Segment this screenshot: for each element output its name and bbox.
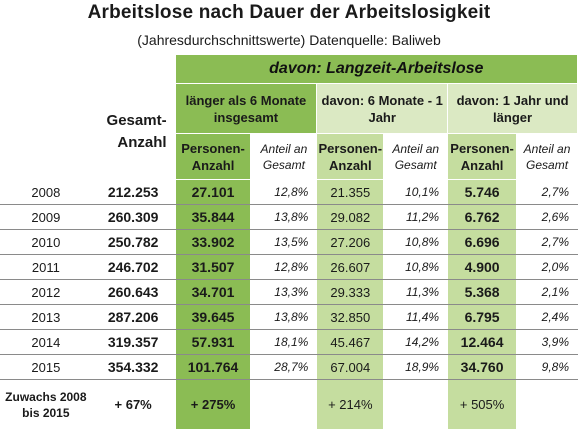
g3-count-cell: 34.760 — [447, 354, 518, 380]
zuwachs-label: Zuwachs 2008 bis 2015 — [0, 379, 92, 430]
g1-pct-cell: 28,7% — [250, 354, 318, 380]
g3-pct-cell: 2,7% — [516, 179, 578, 205]
subheader-personen-anzahl-3: Personen-Anzahl — [447, 133, 518, 180]
g2-pct-cell: 10,8% — [383, 254, 449, 280]
g1-pct-cell: 13,5% — [250, 229, 318, 255]
g1-count-cell: 34.701 — [174, 279, 252, 305]
year-cell: 2015 — [0, 354, 92, 380]
year-cell: 2012 — [0, 279, 92, 305]
zuwachs-g2: + 214% — [316, 379, 385, 430]
g3-pct-cell: 2,0% — [516, 254, 578, 280]
g3-count-cell: 6.696 — [447, 229, 518, 255]
g2-count-cell: 29.082 — [316, 204, 385, 230]
blank-cell — [383, 379, 449, 430]
gesamt-cell: 260.643 — [90, 279, 176, 305]
gesamt-cell: 354.332 — [90, 354, 176, 380]
g2-count-cell: 21.355 — [316, 179, 385, 205]
subheader-anteil-3: Anteil an Gesamt — [516, 133, 578, 180]
g1-count-cell: 101.764 — [174, 354, 252, 380]
g1-pct-cell: 13,8% — [250, 304, 318, 330]
blank-cell — [250, 379, 318, 430]
header-group-6-monate-1-jahr: davon: 6 Monate - 1 Jahr — [316, 83, 449, 134]
g2-count-cell: 67.004 — [316, 354, 385, 380]
table-subtitle: (Jahresdurchschnittswerte) Datenquelle: … — [137, 32, 441, 48]
g2-pct-cell: 18,9% — [383, 354, 449, 380]
unemployment-table: davon: Langzeit-Arbeitslose Gesamt-Anzah… — [0, 54, 578, 430]
g1-count-cell: 31.507 — [174, 254, 252, 280]
g1-pct-cell: 12,8% — [250, 254, 318, 280]
subheader-anteil-2: Anteil an Gesamt — [383, 133, 449, 180]
g3-count-cell: 5.368 — [447, 279, 518, 305]
subheader-personen-anzahl-1: Personen-Anzahl — [174, 133, 252, 180]
header-group-1-jahr-und-laenger: davon: 1 Jahr und länger — [447, 83, 578, 134]
g2-count-cell: 29.333 — [316, 279, 385, 305]
g3-count-cell: 12.464 — [447, 329, 518, 355]
blank-cell — [516, 379, 578, 430]
header-gesamt-anzahl: Gesamt-Anzahl — [90, 83, 176, 180]
g2-pct-cell: 11,4% — [383, 304, 449, 330]
gesamt-cell: 246.702 — [90, 254, 176, 280]
g1-pct-cell: 12,8% — [250, 179, 318, 205]
g2-count-cell: 45.467 — [316, 329, 385, 355]
g3-pct-cell: 3,9% — [516, 329, 578, 355]
g2-pct-cell: 14,2% — [383, 329, 449, 355]
g1-count-cell: 57.931 — [174, 329, 252, 355]
g1-count-cell: 33.902 — [174, 229, 252, 255]
gesamt-cell: 319.357 — [90, 329, 176, 355]
blank-cell — [0, 83, 92, 134]
g3-pct-cell: 2,1% — [516, 279, 578, 305]
g2-count-cell: 27.206 — [316, 229, 385, 255]
g1-count-cell: 35.844 — [174, 204, 252, 230]
year-cell: 2011 — [0, 254, 92, 280]
g1-count-cell: 39.645 — [174, 304, 252, 330]
g1-count-cell: 27.101 — [174, 179, 252, 205]
zuwachs-g3: + 505% — [447, 379, 518, 430]
blank-cell — [0, 54, 92, 84]
subheader-anteil-1: Anteil an Gesamt — [250, 133, 318, 180]
g3-count-cell: 4.900 — [447, 254, 518, 280]
year-cell: 2014 — [0, 329, 92, 355]
blank-cell — [0, 133, 92, 180]
g2-pct-cell: 11,3% — [383, 279, 449, 305]
banner-langzeit: davon: Langzeit-Arbeitslose — [174, 54, 578, 84]
g2-count-cell: 26.607 — [316, 254, 385, 280]
gesamt-cell: 212.253 — [90, 179, 176, 205]
header-gesamt-label: Gesamt-Anzahl — [106, 111, 167, 151]
gesamt-cell: 260.309 — [90, 204, 176, 230]
year-cell: 2008 — [0, 179, 92, 205]
g3-count-cell: 6.762 — [447, 204, 518, 230]
blank-cell — [90, 54, 176, 84]
g2-pct-cell: 10,8% — [383, 229, 449, 255]
table-title: Arbeitslose nach Dauer der Arbeitslosigk… — [87, 2, 491, 23]
g1-pct-cell: 18,1% — [250, 329, 318, 355]
g3-count-cell: 6.795 — [447, 304, 518, 330]
g1-pct-cell: 13,3% — [250, 279, 318, 305]
year-cell: 2013 — [0, 304, 92, 330]
g3-pct-cell: 9,8% — [516, 354, 578, 380]
subheader-personen-anzahl-2: Personen-Anzahl — [316, 133, 385, 180]
g2-count-cell: 32.850 — [316, 304, 385, 330]
g1-pct-cell: 13,8% — [250, 204, 318, 230]
header-group-6-monate-insgesamt: länger als 6 Monate insgesamt — [174, 83, 318, 134]
year-cell: 2010 — [0, 229, 92, 255]
g3-pct-cell: 2,6% — [516, 204, 578, 230]
gesamt-cell: 250.782 — [90, 229, 176, 255]
g2-pct-cell: 11,2% — [383, 204, 449, 230]
zuwachs-gesamt: + 67% — [90, 379, 176, 430]
g3-pct-cell: 2,7% — [516, 229, 578, 255]
g3-pct-cell: 2,4% — [516, 304, 578, 330]
gesamt-cell: 287.206 — [90, 304, 176, 330]
year-cell: 2009 — [0, 204, 92, 230]
g2-pct-cell: 10,1% — [383, 179, 449, 205]
g3-count-cell: 5.746 — [447, 179, 518, 205]
zuwachs-g1: + 275% — [174, 379, 252, 430]
